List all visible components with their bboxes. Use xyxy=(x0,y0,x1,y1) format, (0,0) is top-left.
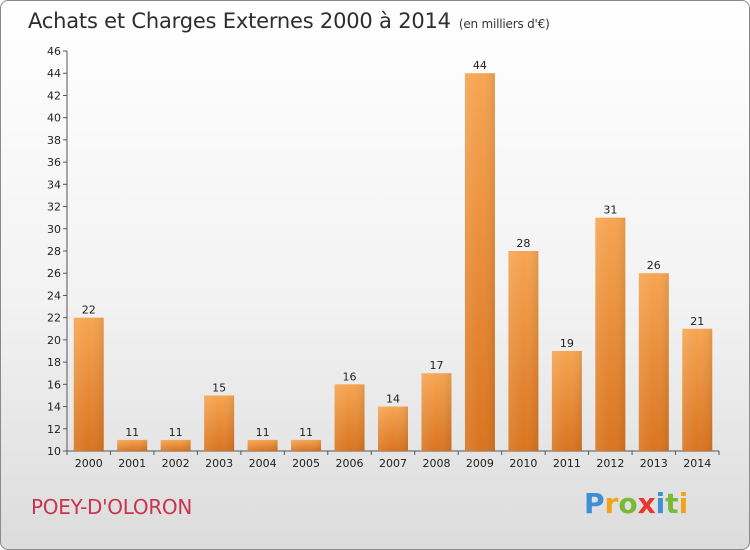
bar-value-label: 11 xyxy=(299,426,313,439)
y-tick-label: 22 xyxy=(47,312,61,325)
y-tick-label: 32 xyxy=(47,201,61,214)
bar-value-label: 26 xyxy=(647,259,661,272)
x-tick-label: 2012 xyxy=(596,457,624,470)
x-tick-label: 2009 xyxy=(466,457,494,470)
bar-value-label: 11 xyxy=(125,426,139,439)
y-tick-label: 34 xyxy=(47,178,61,191)
x-tick-label: 2000 xyxy=(75,457,103,470)
y-tick-label: 18 xyxy=(47,356,61,369)
bar-shade xyxy=(464,73,495,451)
y-tick-label: 30 xyxy=(47,223,61,236)
x-tick-label: 2005 xyxy=(292,457,320,470)
bar-value-label: 16 xyxy=(343,370,357,383)
bar-shade xyxy=(334,384,365,451)
bar-value-label: 11 xyxy=(256,426,270,439)
x-tick-label: 2002 xyxy=(162,457,190,470)
bar-value-label: 22 xyxy=(82,304,96,317)
bar-value-label: 14 xyxy=(386,393,400,406)
bar-shade xyxy=(508,251,539,451)
x-tick-label: 2013 xyxy=(640,457,668,470)
y-tick-label: 20 xyxy=(47,334,61,347)
bar-shade xyxy=(117,439,148,451)
bar-shade xyxy=(638,273,669,451)
logo-letter: o xyxy=(618,487,638,520)
bar-shade xyxy=(204,395,235,451)
location-name: POEY-D'OLORON xyxy=(31,495,193,519)
chart-unit: (en milliers d'€) xyxy=(458,17,550,31)
bar-value-label: 21 xyxy=(690,315,704,328)
bar-shade xyxy=(73,317,104,451)
bar-shade xyxy=(247,439,278,451)
bar-value-label: 31 xyxy=(603,204,617,217)
x-tick-label: 2001 xyxy=(118,457,146,470)
chart-title: Achats et Charges Externes 2000 à 2014 (e… xyxy=(28,9,550,33)
y-tick-label: 38 xyxy=(47,134,61,147)
logo-letter: x xyxy=(637,487,656,520)
y-tick-label: 40 xyxy=(47,112,61,125)
x-axis-labels: 2000 2001 2002 2003 2004 2005 2006 2007 2008 2009… xyxy=(66,451,720,470)
y-tick-label: 46 xyxy=(47,45,61,58)
logo-letter: i xyxy=(655,487,666,520)
bar-value-label: 19 xyxy=(560,337,574,350)
logo-letter: P xyxy=(584,487,605,520)
bar-shade xyxy=(551,351,582,451)
logo-letter: r xyxy=(604,487,619,520)
x-tick-label: 2003 xyxy=(205,457,233,470)
y-tick-label: 10 xyxy=(47,445,61,458)
bar-value-label: 44 xyxy=(473,59,487,72)
bar-value-label: 15 xyxy=(212,381,226,394)
y-tick-label: 36 xyxy=(47,156,61,169)
x-tick-label: 2007 xyxy=(379,457,407,470)
y-tick-label: 14 xyxy=(47,401,61,414)
x-tick-label: 2011 xyxy=(553,457,581,470)
proxiti-logo: Proxiti xyxy=(584,487,688,520)
bar-shade xyxy=(160,439,191,451)
y-tick-label: 24 xyxy=(47,289,61,302)
y-tick-label: 26 xyxy=(47,267,61,280)
bar-shade xyxy=(595,217,626,451)
bar-shade xyxy=(291,439,322,451)
bar-shade xyxy=(682,328,713,451)
chart-title-text: Achats et Charges Externes 2000 à 2014 xyxy=(28,9,451,33)
bar-value-label: 28 xyxy=(516,237,530,250)
chart-axes: 10 12 14 16 18 20 22 24 26 28 30 32 34 36 38 40 42 44 46 xyxy=(47,45,719,458)
x-tick-label: 2004 xyxy=(249,457,277,470)
bar-value-label: 11 xyxy=(169,426,183,439)
y-tick-label: 28 xyxy=(47,245,61,258)
y-tick-label: 16 xyxy=(47,378,61,391)
logo-letter: i xyxy=(678,487,689,520)
logo-letter: t xyxy=(665,487,679,520)
x-tick-label: 2008 xyxy=(422,457,450,470)
x-tick-label: 2006 xyxy=(336,457,364,470)
x-tick-label: 2010 xyxy=(509,457,537,470)
bar-value-label: 17 xyxy=(429,359,443,372)
chart-bars: 22 11 11 15 11 11 16 14 17 44 28 19 31 26 21 xyxy=(73,59,713,451)
bar-shade xyxy=(378,406,408,451)
y-tick-label: 42 xyxy=(47,89,61,102)
x-tick-label: 2014 xyxy=(683,457,711,470)
bar-shade xyxy=(421,373,452,451)
y-tick-label: 12 xyxy=(47,423,61,436)
y-tick-label: 44 xyxy=(47,67,61,80)
